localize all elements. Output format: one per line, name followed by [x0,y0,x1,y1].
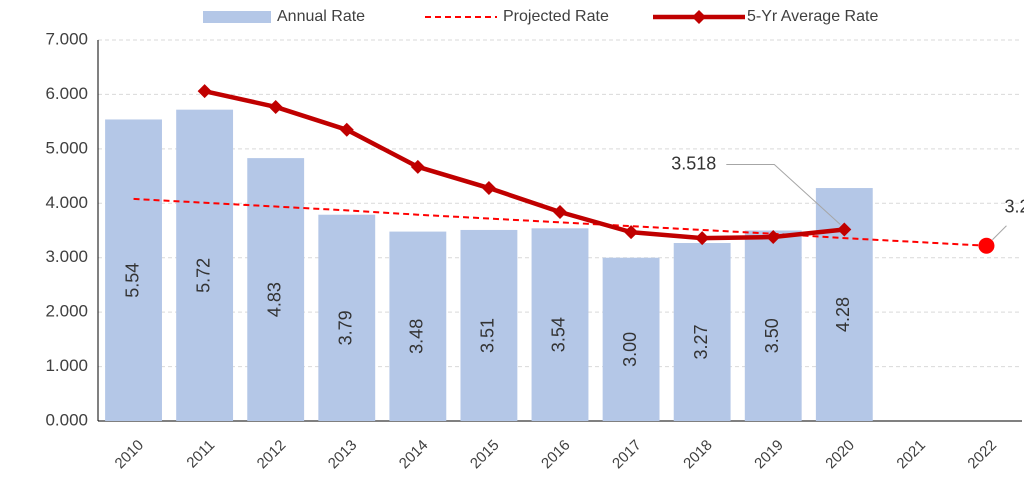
line-marker [481,181,496,196]
data-label: 3.518 [671,153,716,173]
line-marker [624,225,639,240]
line-marker [837,222,852,237]
legend-label: Projected Rate [503,8,609,25]
legend-marker [692,10,706,24]
bar-value-label: 3.51 [478,318,498,353]
x-tick-label: 2011 [183,437,218,472]
bar [531,228,589,421]
y-tick-label: 0.000 [45,410,88,429]
bar-value-label: 5.72 [193,258,213,293]
bar [247,158,305,422]
y-tick-label: 2.000 [45,302,88,321]
bar [105,119,162,422]
legend-label: Annual Rate [277,8,365,25]
x-tick-label: 2015 [467,437,503,473]
y-tick-label: 3.000 [45,247,88,266]
data-label: 3.2 [1004,196,1024,216]
x-tick-label: 2022 [964,437,1000,473]
x-tick-label: 2017 [609,437,645,473]
legend-label: 5-Yr Average Rate [747,8,878,25]
y-tick-label: 5.000 [45,138,88,157]
bar-value-label: 3.27 [691,324,711,359]
line-marker [695,231,710,246]
legend-swatch [203,11,271,23]
x-tick-label: 2010 [112,437,148,473]
line-marker [553,204,567,219]
bar-value-label: 3.48 [407,319,427,354]
average-line [204,88,845,241]
y-tick-label: 7.000 [45,29,88,48]
line-marker [197,84,212,99]
line-marker [766,230,781,245]
bar-value-label: 3.50 [762,318,782,353]
line-marker [268,99,283,114]
bar [460,229,518,421]
bar-value-label: 3.54 [549,317,569,352]
x-tick-label: 2013 [325,437,361,473]
bar [673,243,731,421]
y-tick-label: 6.000 [45,84,88,103]
leader-line [992,225,1007,241]
line-marker [978,237,995,254]
x-tick-label: 2016 [538,437,574,473]
line-marker [339,122,354,137]
y-tick-label: 4.000 [45,193,88,212]
x-tick-label: 2019 [751,437,787,473]
y-tick-label: 1.000 [45,356,88,375]
leader-line [726,164,841,225]
line-marker [410,159,425,174]
bar [176,109,234,421]
bar-value-label: 3.00 [620,332,640,367]
bar-value-label: 5.54 [122,263,142,298]
x-tick-label: 2020 [822,437,858,473]
x-tick-label: 2012 [254,437,290,473]
bar-value-label: 3.79 [336,310,356,345]
bar [744,230,802,421]
x-tick-label: 2014 [396,437,432,473]
bar-value-label: 4.83 [264,282,284,317]
x-tick-label: 2018 [680,437,716,473]
bar-value-label: 4.28 [833,297,853,332]
bar [389,231,447,421]
x-tick-label: 2021 [893,437,929,473]
bar [602,257,660,421]
bar [318,214,376,421]
projected-line [133,197,987,247]
